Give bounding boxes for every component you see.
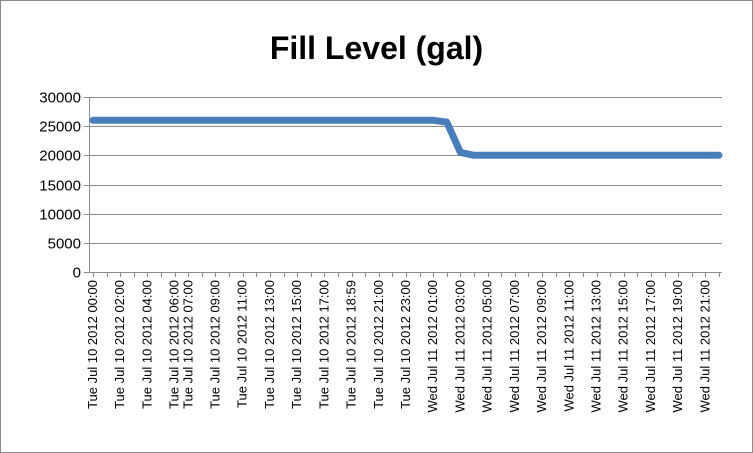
x-tick-label: Tue Jul 10 2012 00:00 bbox=[85, 280, 100, 409]
series-layer bbox=[89, 116, 723, 159]
chart-title: Fill Level (gal) bbox=[269, 30, 484, 66]
x-tick-label: Tue Jul 10 2012 11:00 bbox=[235, 280, 250, 408]
x-tick-label: Tue Jul 10 2012 18:59 bbox=[343, 280, 358, 409]
x-tick-label: Tue Jul 10 2012 15:00 bbox=[289, 280, 304, 409]
x-tick-label: Wed Jul 11 2012 19:00 bbox=[670, 280, 685, 413]
x-tick-label: Tue Jul 10 2012 17:00 bbox=[316, 280, 331, 409]
y-tick-label: 5000 bbox=[48, 236, 81, 253]
x-tick-label: Wed Jul 11 2012 03:00 bbox=[452, 280, 467, 413]
series-line bbox=[89, 116, 723, 159]
y-tick-label: 15000 bbox=[39, 178, 81, 195]
x-tick-label: Wed Jul 11 2012 13:00 bbox=[589, 280, 604, 413]
y-tick-label: 20000 bbox=[39, 148, 81, 165]
x-tick-label: Tue Jul 10 2012 13:00 bbox=[262, 280, 277, 409]
x-tick-label: Tue Jul 10 2012 02:00 bbox=[112, 280, 127, 409]
x-tick-label: Tue Jul 10 2012 23:00 bbox=[398, 280, 413, 409]
x-tick-label: Tue Jul 10 2012 09:00 bbox=[207, 280, 222, 409]
x-tick-label: Tue Jul 10 2012 07:00 bbox=[180, 280, 195, 409]
x-tick-label: Wed Jul 11 2012 15:00 bbox=[616, 280, 631, 413]
y-tick-label: 30000 bbox=[39, 90, 81, 107]
x-tick-label: Wed Jul 11 2012 01:00 bbox=[425, 280, 440, 413]
y-tick-label: 10000 bbox=[39, 207, 81, 224]
x-tick-label: Tue Jul 10 2012 06:00 bbox=[167, 280, 182, 409]
y-tick-label: 25000 bbox=[39, 119, 81, 136]
y-axis-tick-labels: 0 5000 10000 15000 20000 25000 30000 bbox=[39, 90, 81, 282]
x-tick-label: Wed Jul 11 2012 07:00 bbox=[507, 280, 522, 413]
y-tick-label: 0 bbox=[73, 265, 81, 282]
x-tick-label: Wed Jul 11 2012 09:00 bbox=[534, 280, 549, 413]
x-tick-label: Wed Jul 11 2012 17:00 bbox=[643, 280, 658, 413]
x-tick-label: Wed Jul 11 2012 05:00 bbox=[480, 280, 495, 413]
axes bbox=[84, 97, 722, 277]
x-tick-label: Tue Jul 10 2012 21:00 bbox=[371, 280, 386, 409]
x-tick-label: Tue Jul 10 2012 04:00 bbox=[139, 280, 154, 409]
x-axis-tick-labels: Tue Jul 10 2012 00:00 Tue Jul 10 2012 02:… bbox=[85, 280, 712, 413]
x-tick-label: Wed Jul 11 2012 21:00 bbox=[697, 280, 712, 413]
x-tick-label: Wed Jul 11 2012 11:00 bbox=[561, 280, 576, 412]
